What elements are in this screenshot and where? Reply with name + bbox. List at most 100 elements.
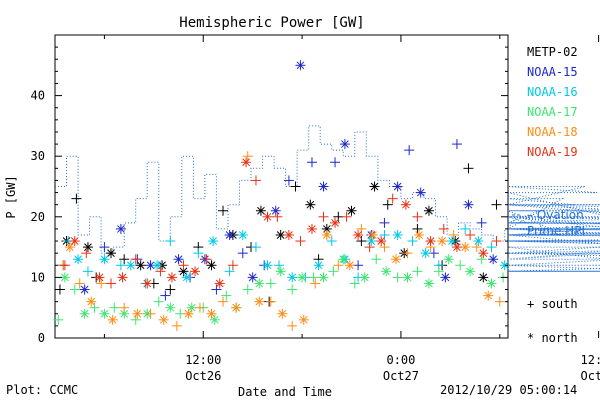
point-noaa-17 bbox=[265, 278, 276, 289]
point-noaa-16 bbox=[82, 266, 93, 277]
point-noaa-15 bbox=[295, 60, 306, 71]
x-tick-time-label: 0:00 bbox=[386, 353, 415, 367]
point-noaa-18 bbox=[494, 296, 505, 307]
point-metp-02 bbox=[218, 205, 229, 216]
point-noaa-19 bbox=[155, 266, 166, 277]
point-noaa-15 bbox=[392, 181, 403, 192]
point-noaa-19 bbox=[214, 278, 225, 289]
ovation-legend-line1: – Ovation bbox=[527, 208, 584, 222]
point-metp-02 bbox=[369, 181, 380, 192]
x-tick-date-label: Oct26 bbox=[185, 369, 221, 383]
point-noaa-18 bbox=[107, 314, 118, 325]
point-noaa-15 bbox=[173, 254, 184, 265]
point-noaa-18 bbox=[402, 248, 413, 259]
point-noaa-18 bbox=[64, 242, 75, 253]
point-noaa-17 bbox=[297, 272, 308, 283]
point-noaa-15 bbox=[115, 223, 126, 234]
plot-frame bbox=[54, 34, 509, 339]
plot-credit: Plot: CCMC bbox=[6, 383, 79, 397]
point-metp-02 bbox=[106, 248, 117, 259]
point-noaa-19 bbox=[438, 223, 449, 234]
point-noaa-16 bbox=[115, 260, 126, 271]
legend: METP-02 NOAA-15 NOAA-16 NOAA-17 NOAA-18 … bbox=[527, 42, 600, 162]
point-noaa-18 bbox=[119, 302, 130, 313]
point-noaa-19 bbox=[142, 278, 153, 289]
point-noaa-19 bbox=[387, 193, 398, 204]
ovation-legend-line2: Prime HPI bbox=[527, 224, 585, 238]
point-noaa-19 bbox=[425, 236, 436, 247]
ovation-line-layer bbox=[55, 125, 600, 272]
point-noaa-19 bbox=[295, 236, 306, 247]
point-noaa-19 bbox=[227, 260, 238, 271]
point-noaa-17 bbox=[242, 284, 253, 295]
point-noaa-19 bbox=[330, 217, 341, 228]
point-noaa-15 bbox=[79, 284, 90, 295]
point-noaa-18 bbox=[414, 229, 425, 240]
ovation-legend: – Ovation Prime HPI bbox=[527, 207, 599, 239]
point-noaa-18 bbox=[194, 302, 205, 313]
point-noaa-17 bbox=[371, 254, 382, 265]
point-noaa-19 bbox=[241, 157, 252, 168]
point-metp-02 bbox=[255, 205, 266, 216]
point-noaa-18 bbox=[254, 296, 265, 307]
point-noaa-19 bbox=[465, 229, 476, 240]
point-metp-02 bbox=[82, 242, 93, 253]
point-noaa-18 bbox=[183, 308, 194, 319]
point-noaa-19 bbox=[306, 223, 317, 234]
point-noaa-19 bbox=[341, 211, 352, 222]
point-noaa-15 bbox=[237, 248, 248, 259]
point-noaa-19 bbox=[250, 175, 261, 186]
point-noaa-17 bbox=[165, 302, 176, 313]
point-noaa-18 bbox=[390, 254, 401, 265]
point-noaa-19 bbox=[81, 248, 92, 259]
point-noaa-17 bbox=[359, 272, 370, 283]
y-axis-label: P [GW] bbox=[4, 175, 18, 218]
point-noaa-18 bbox=[145, 308, 156, 319]
point-noaa-15 bbox=[339, 139, 350, 150]
point-noaa-18 bbox=[231, 302, 242, 313]
data-points-layer bbox=[53, 60, 510, 331]
x-tick-time-label: 12:00 bbox=[581, 353, 600, 367]
point-noaa-17 bbox=[254, 278, 265, 289]
point-noaa-16 bbox=[224, 266, 235, 277]
point-metp-02 bbox=[290, 181, 301, 192]
point-noaa-16 bbox=[407, 236, 418, 247]
x-tick-date-label: Oct27 bbox=[581, 369, 600, 383]
point-noaa-19 bbox=[69, 236, 80, 247]
point-noaa-16 bbox=[181, 272, 192, 283]
point-noaa-17 bbox=[153, 296, 164, 307]
point-noaa-19 bbox=[201, 254, 212, 265]
point-noaa-18 bbox=[448, 229, 459, 240]
point-noaa-19 bbox=[178, 260, 189, 271]
point-noaa-18 bbox=[344, 260, 355, 271]
point-metp-02 bbox=[135, 260, 146, 271]
point-noaa-16 bbox=[193, 248, 204, 259]
point-noaa-17 bbox=[109, 302, 120, 313]
point-noaa-18 bbox=[158, 314, 169, 325]
point-noaa-18 bbox=[437, 236, 448, 247]
point-noaa-17 bbox=[412, 266, 423, 277]
point-noaa-17 bbox=[402, 272, 413, 283]
point-noaa-17 bbox=[221, 290, 232, 301]
point-noaa-19 bbox=[283, 229, 294, 240]
point-noaa-15 bbox=[306, 157, 317, 168]
point-noaa-19 bbox=[190, 266, 201, 277]
plot-timestamp: 2012/10/29 05:00:14 bbox=[440, 383, 578, 397]
marker-key-south: + south bbox=[527, 297, 578, 311]
point-noaa-16 bbox=[499, 260, 510, 271]
point-metp-02 bbox=[71, 193, 82, 204]
point-noaa-18 bbox=[483, 290, 494, 301]
point-noaa-17 bbox=[443, 254, 454, 265]
point-noaa-19 bbox=[478, 248, 489, 259]
point-noaa-15 bbox=[99, 242, 110, 253]
point-noaa-17 bbox=[287, 284, 298, 295]
point-noaa-15 bbox=[415, 187, 426, 198]
point-noaa-16 bbox=[446, 236, 457, 247]
ovation-hpi-line bbox=[55, 125, 600, 272]
point-noaa-19 bbox=[400, 199, 411, 210]
point-noaa-17 bbox=[308, 272, 319, 283]
point-noaa-16 bbox=[208, 236, 219, 247]
point-noaa-18 bbox=[333, 260, 344, 271]
point-noaa-18 bbox=[287, 320, 298, 331]
